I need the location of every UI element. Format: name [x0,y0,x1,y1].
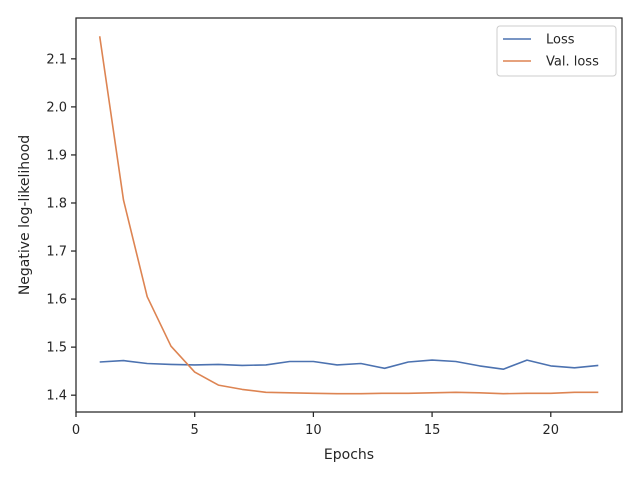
y-axis: 1.4 1.5 1.6 1.7 1.8 1.9 2.0 2.1 [46,52,76,404]
y-tick-label: 1.6 [46,293,67,308]
y-tick-label: 1.7 [46,245,67,260]
y-tick-label: 2.0 [46,100,67,115]
plot-area [75,17,623,413]
x-tick-label: 20 [543,423,560,438]
x-tick-label: 5 [191,423,199,438]
legend-label: Loss [546,33,575,48]
legend: Loss Val. loss [496,25,617,77]
legend-label: Val. loss [546,55,599,70]
y-tick-label: 1.8 [46,196,67,211]
x-axis: 0 5 10 15 20 [72,412,559,438]
series-line-0 [99,359,599,371]
y-tick-label: 1.4 [46,389,67,404]
y-tick-label: 1.9 [46,148,67,163]
x-tick-label: 0 [72,423,80,438]
series-lines [98,36,599,395]
x-axis-label: Epochs [324,447,374,463]
y-axis-label: Negative log-likelihood [17,135,33,295]
x-tick-label: 10 [305,423,322,438]
y-tick-label: 2.1 [46,52,67,67]
y-tick-label: 1.5 [46,341,67,356]
series-line-1 [98,36,599,395]
x-tick-label: 15 [424,423,441,438]
